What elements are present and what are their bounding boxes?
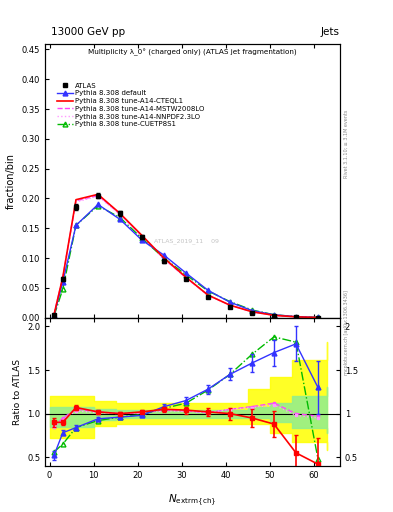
Text: ATLAS_2019_11    09: ATLAS_2019_11 09 [154,238,219,244]
Text: Jets: Jets [321,27,340,37]
Text: $N_{\rm extrm\{ch\}}$: $N_{\rm extrm\{ch\}}$ [168,493,217,508]
Y-axis label: Ratio to ATLAS: Ratio to ATLAS [13,359,22,425]
Text: Multiplicity λ_0° (charged only) (ATLAS jet fragmentation): Multiplicity λ_0° (charged only) (ATLAS … [88,49,297,56]
Text: Rivet 3.1.10; ≥ 3.1M events: Rivet 3.1.10; ≥ 3.1M events [344,109,349,178]
Legend: ATLAS, Pythia 8.308 default, Pythia 8.308 tune-A14-CTEQL1, Pythia 8.308 tune-A14: ATLAS, Pythia 8.308 default, Pythia 8.30… [55,80,208,130]
Text: 13000 GeV pp: 13000 GeV pp [51,27,125,37]
Text: mcplots.cern.ch [arXiv:1306.3436]: mcplots.cern.ch [arXiv:1306.3436] [344,290,349,375]
Y-axis label: fraction/bin: fraction/bin [6,153,16,208]
